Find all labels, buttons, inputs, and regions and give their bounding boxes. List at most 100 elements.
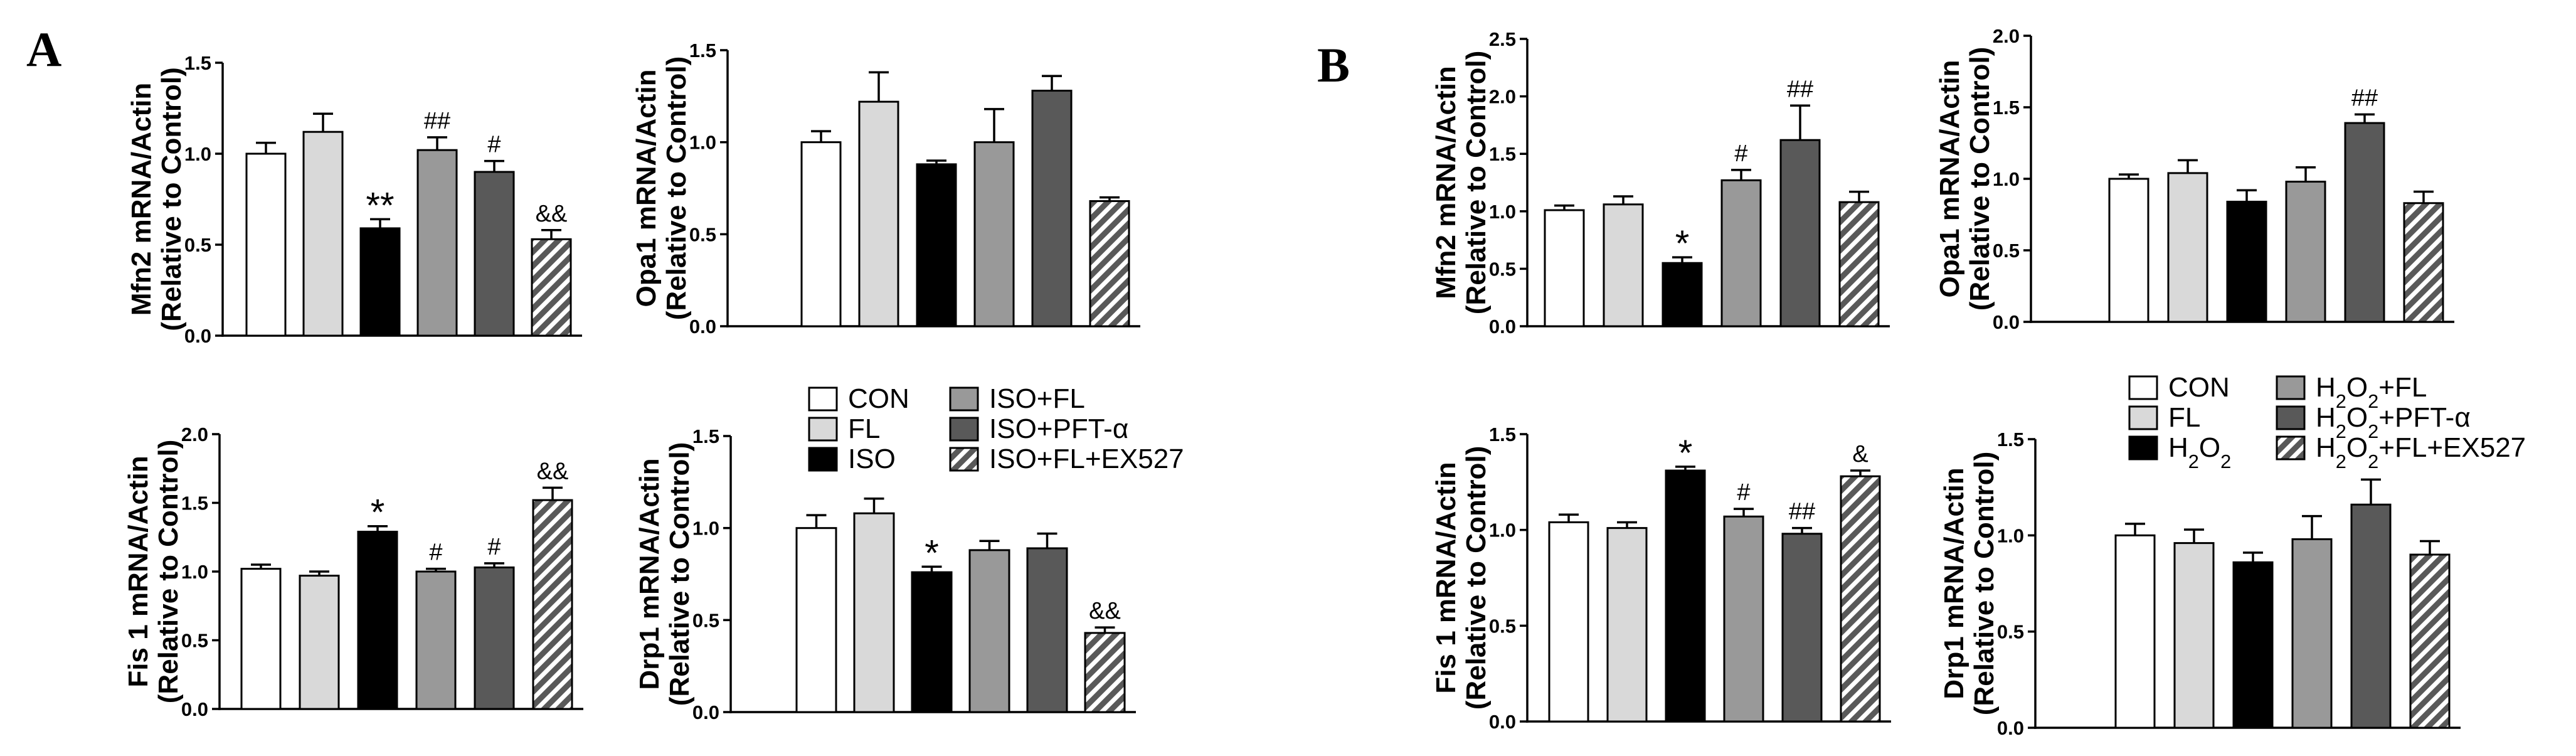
bar-iso-fl (415, 570, 457, 710)
significance-mark: # (487, 534, 501, 560)
significance-mark: * (1678, 433, 1693, 474)
y-tick-label: 1.0 (1993, 168, 2020, 190)
legend-swatch (2128, 405, 2158, 430)
bar-con (240, 568, 282, 710)
bar-fl (1606, 527, 1648, 723)
legend-label: FL (848, 413, 880, 444)
y-axis-title: Opa1 mRNA/Actin(Relative to Control) (1934, 47, 1995, 311)
legend-label: FL (2168, 402, 2200, 433)
significance-mark: ## (1789, 499, 1815, 525)
significance-mark: # (487, 132, 501, 158)
y-tick-label: 1.0 (689, 132, 716, 154)
bar-h2o2-fl-ex527 (1840, 475, 1881, 723)
y-axis-title-line1: Mfn2 mRNA/Actin (126, 83, 157, 316)
bar-con (2108, 178, 2149, 323)
y-axis-title-line1: Drp1 mRNA/Actin (1939, 467, 1969, 699)
legend-label: H2O2+FL+EX527 (2316, 432, 2526, 472)
y-tick-label: 1.0 (692, 518, 719, 540)
legend-swatch (949, 417, 979, 442)
bar-iso-fl-ex527 (1084, 632, 1126, 713)
bar-iso (916, 163, 957, 327)
y-tick-label: 1.0 (184, 143, 211, 165)
y-tick-label: 0.5 (1489, 258, 1516, 280)
y-axis-title-line1: Drp1 mRNA/Actin (634, 458, 665, 689)
bar-iso-fl (968, 549, 1010, 713)
bar-iso-pft- (1026, 547, 1068, 713)
y-tick-label: 0.0 (1993, 311, 2020, 333)
y-tick-label: 1.5 (1993, 97, 2020, 119)
y-tick-label: 0.0 (689, 316, 716, 338)
bar-iso (359, 227, 401, 337)
legend-label: ISO+FL+EX527 (989, 444, 1184, 474)
legend-swatch (2276, 405, 2306, 430)
bar-h2o2-fl (2285, 181, 2326, 323)
significance-mark: * (1675, 223, 1690, 264)
y-axis-title-line2: (Relative to Control) (1964, 47, 1995, 311)
y-axis-title-line1: Opa1 mRNA/Actin (1934, 60, 1965, 298)
y-axis-title-line2: (Relative to Control) (156, 67, 187, 331)
y-axis-title: Opa1 mRNA/Actin(Relative to Control) (631, 56, 692, 320)
legend-label: H2O2+PFT-α (2316, 402, 2471, 442)
y-tick-label: 1.5 (692, 425, 719, 447)
bar-fl (2167, 172, 2208, 323)
bar-iso-pft- (474, 566, 515, 710)
bar-h2o2 (1665, 469, 1706, 723)
bar-fl (853, 512, 895, 713)
y-tick-label: 0.5 (1489, 615, 1516, 637)
legend-label: ISO+PFT-α (989, 413, 1128, 444)
legend-label: ISO (848, 444, 896, 474)
y-tick-label: 1.5 (1489, 423, 1516, 445)
legend-swatch (808, 417, 838, 442)
y-axis-title: Drp1 mRNA/Actin(Relative to Control) (634, 442, 695, 706)
bar-fl (2173, 542, 2215, 729)
y-axis-title-line1: Mfn2 mRNA/Actin (1431, 66, 1461, 299)
bar-fl (302, 130, 344, 337)
legend-swatch (2128, 435, 2158, 461)
y-tick-label: 0.5 (689, 223, 716, 245)
y-tick-label: 0.5 (1993, 240, 2020, 262)
bar-h2o2 (2232, 561, 2274, 729)
bar-h2o2-fl (2291, 538, 2333, 729)
bar-con (800, 141, 842, 327)
legend-swatch (949, 447, 979, 472)
bar-h2o2-pft- (1781, 533, 1823, 723)
bar-fl (858, 100, 899, 327)
bar-iso-fl-ex527 (531, 238, 572, 337)
significance-mark: * (371, 492, 385, 533)
legend-label: CON (2168, 372, 2230, 403)
y-axis-title-line2: (Relative to Control) (153, 440, 184, 703)
bar-con (795, 527, 837, 713)
y-tick-label: 1.5 (689, 40, 716, 61)
y-tick-label: 1.0 (1997, 524, 2024, 546)
y-tick-label: 2.5 (1489, 28, 1516, 50)
y-tick-label: 0.0 (184, 325, 211, 347)
legend-swatch (2276, 375, 2306, 400)
bar-h2o2 (2226, 200, 2267, 323)
y-tick-label: 0.0 (1997, 717, 2024, 739)
panel-letter-a: A (26, 22, 61, 77)
bar-h2o2-fl-ex527 (2403, 202, 2444, 323)
y-tick-label: 0.5 (692, 609, 719, 631)
bar-iso-fl-ex527 (532, 499, 573, 710)
y-tick-label: 2.0 (1993, 25, 2020, 47)
legend-label: ISO+FL (989, 383, 1085, 414)
y-tick-label: 0.0 (1489, 316, 1516, 338)
significance-mark: ** (366, 185, 394, 226)
legends-group: CONFLISOISO+FLISO+PFT-αISO+FL+EX527CONFL… (808, 372, 2526, 474)
significance-mark: * (925, 533, 939, 573)
significance-mark: ## (1787, 76, 1813, 102)
y-axis-title-line2: (Relative to Control) (1461, 446, 1492, 710)
bar-h2o2-fl-ex527 (1838, 201, 1880, 327)
y-axis-title-line1: Opa1 mRNA/Actin (631, 70, 662, 307)
y-tick-label: 1.0 (1489, 519, 1516, 541)
significance-mark: ## (2351, 85, 2378, 111)
legend-swatch (2128, 375, 2158, 400)
bar-iso-fl-ex527 (1089, 200, 1130, 327)
bar-iso-pft- (474, 171, 515, 337)
y-tick-label: 0.5 (1997, 621, 2024, 643)
legend-swatch (808, 386, 838, 412)
